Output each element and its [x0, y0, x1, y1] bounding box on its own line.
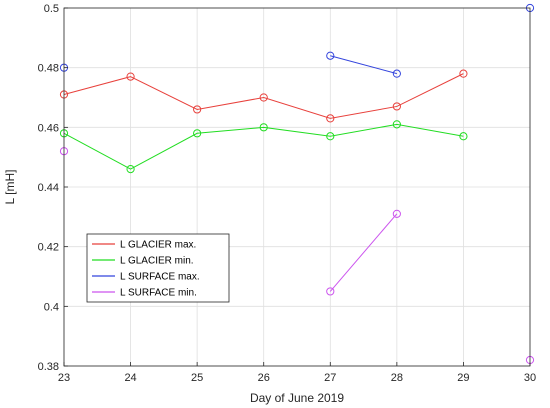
- data-point-l-surface-max: [326, 51, 335, 60]
- x-tick-label: 30: [524, 372, 536, 384]
- data-point-l-glacier-max: [193, 105, 202, 114]
- data-point-l-glacier-min: [392, 120, 401, 129]
- data-point-l-surface-max: [392, 69, 401, 78]
- y-tick-label: 0.44: [38, 182, 59, 194]
- legend-entry: L GLACIER min.: [120, 256, 194, 267]
- legend: L GLACIER max. L GLACIER min. L SURFACE ma…: [86, 233, 230, 303]
- y-tick-label: 0.5: [44, 3, 59, 15]
- legend-entry: L SURFACE max.: [120, 272, 200, 283]
- data-point-l-glacier-min: [326, 132, 335, 141]
- series-line-l-glacier-min: [63, 123, 464, 170]
- legend-entry: L GLACIER max.: [120, 240, 196, 251]
- legend-entry: L SURFACE min.: [120, 288, 197, 299]
- x-tick-label: 23: [58, 372, 70, 384]
- data-point-l-glacier-min: [459, 132, 468, 141]
- y-tick-label: 0.48: [38, 63, 59, 75]
- axis-ticks: 23 24 25 26 27 28 29 30 0.38 0.4 0.42 0.44 0.46 0.48 0…: [38, 3, 537, 384]
- y-tick-label: 0.4: [44, 301, 59, 313]
- legend-box: [86, 233, 230, 303]
- series-line-l-glacier-max: [63, 73, 464, 119]
- data-point-l-surface-min: [392, 209, 401, 218]
- x-tick-label: 29: [457, 372, 469, 384]
- data-point-l-glacier-min: [259, 123, 268, 132]
- x-tick-label: 24: [124, 372, 136, 384]
- y-tick-label: 0.38: [38, 361, 59, 373]
- x-tick-label: 26: [258, 372, 270, 384]
- data-point-l-glacier-max: [126, 72, 135, 81]
- data-point-l-glacier-max: [326, 114, 335, 123]
- series-group: [59, 3, 535, 365]
- y-tick-label: 0.42: [38, 242, 59, 254]
- x-axis-label: Day of June 2019: [250, 391, 344, 405]
- data-point-l-glacier-max: [459, 69, 468, 78]
- y-tick-label: 0.46: [38, 122, 59, 134]
- data-point-l-glacier-min: [126, 165, 135, 174]
- data-point-l-glacier-max: [259, 93, 268, 102]
- y-axis-label: L [mH]: [3, 170, 17, 205]
- series-line-l-surface-max: [330, 55, 397, 75]
- data-point-l-glacier-max: [392, 102, 401, 111]
- x-tick-label: 28: [391, 372, 403, 384]
- x-tick-label: 27: [324, 372, 336, 384]
- series-line-l-surface-min: [329, 213, 398, 292]
- x-tick-label: 25: [191, 372, 203, 384]
- data-point-l-surface-min: [326, 287, 335, 296]
- data-point-l-glacier-min: [193, 129, 202, 138]
